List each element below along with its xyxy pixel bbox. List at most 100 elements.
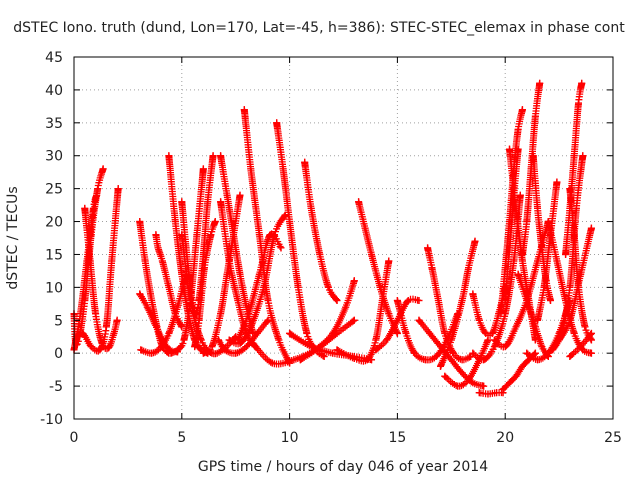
data-point [236, 270, 244, 278]
series-arc-23 [301, 158, 341, 305]
data-point [570, 231, 578, 239]
data-point [301, 158, 309, 166]
data-point [426, 329, 434, 337]
series-arc-30 [424, 244, 475, 364]
series-markers [273, 119, 328, 360]
data-point [217, 310, 225, 318]
data-point [148, 349, 156, 357]
data-point [217, 152, 225, 160]
data-point [538, 343, 546, 351]
data-point [200, 264, 208, 272]
data-point [465, 264, 473, 272]
y-tick-label: 0 [54, 346, 63, 362]
data-point [480, 382, 488, 390]
data-point [104, 344, 112, 352]
data-point [434, 297, 442, 305]
y-axis-label: dSTEC / TECUs [5, 186, 21, 289]
data-point [506, 145, 514, 153]
data-point [277, 244, 285, 252]
data-point [87, 343, 95, 351]
series-arc-21 [273, 119, 328, 360]
data-point [223, 191, 231, 199]
data-point [136, 290, 144, 298]
y-tick-label: 15 [45, 247, 63, 263]
series-markers [301, 158, 341, 304]
series-arc-20 [234, 230, 285, 344]
data-point [549, 346, 557, 354]
data-point [151, 320, 159, 328]
data-point [518, 106, 526, 114]
y-tick-label: -5 [49, 379, 63, 395]
data-point [329, 349, 337, 357]
data-point [480, 356, 488, 364]
data-point [361, 224, 369, 232]
data-point [471, 237, 479, 245]
data-point [393, 329, 401, 337]
data-point [415, 316, 423, 324]
data-point [79, 329, 87, 337]
data-point [534, 316, 542, 324]
data-point [536, 79, 544, 87]
data-point [94, 185, 102, 193]
x-tick-label: 25 [604, 430, 622, 446]
series-arc-33 [437, 237, 479, 370]
series-arc-51 [555, 224, 595, 344]
data-point [232, 349, 240, 357]
data-point [217, 198, 225, 206]
data-point [501, 297, 509, 305]
data-point [171, 310, 179, 318]
data-point [531, 323, 539, 331]
data-point [437, 362, 445, 370]
series-arc-08 [152, 231, 186, 331]
data-point [255, 231, 263, 239]
plot-frame [73, 56, 614, 420]
data-point [225, 336, 233, 344]
data-point [320, 352, 328, 360]
data-point [587, 224, 595, 232]
data-point [108, 257, 116, 265]
data-point [165, 329, 173, 337]
y-tick-label: 20 [45, 215, 63, 231]
data-point [171, 218, 179, 226]
series-arc-52 [566, 329, 595, 360]
data-point [501, 343, 509, 351]
data-point [424, 244, 432, 252]
data-point [147, 290, 155, 298]
y-tick-label: 25 [45, 182, 63, 198]
data-point [81, 204, 89, 212]
data-point [437, 343, 445, 351]
data-point [178, 231, 186, 239]
data-point [518, 362, 526, 370]
data-point [247, 165, 255, 173]
data-point [523, 297, 531, 305]
data-point [199, 349, 207, 357]
data-point [191, 343, 199, 351]
data-point [372, 336, 380, 344]
data-point [482, 329, 490, 337]
data-point [165, 283, 173, 291]
x-tick-label: 20 [496, 430, 514, 446]
data-point [415, 297, 423, 305]
data-point [447, 356, 455, 364]
data-point [475, 389, 483, 397]
data-point [523, 349, 531, 357]
data-point [577, 343, 585, 351]
data-point [208, 343, 216, 351]
data-point [110, 329, 118, 337]
data-point [221, 346, 229, 354]
data-point [411, 349, 419, 357]
data-point [469, 290, 477, 298]
data-point [99, 165, 107, 173]
data-point [566, 316, 574, 324]
data-point [570, 152, 578, 160]
data-point [96, 346, 104, 354]
data-point [290, 356, 298, 364]
data-point [514, 145, 522, 153]
data-point [454, 382, 462, 390]
data-point [296, 356, 304, 364]
data-point [506, 379, 514, 387]
data-point [484, 390, 492, 398]
y-tick-label: 10 [45, 280, 63, 296]
x-tick-label: 5 [177, 430, 186, 446]
